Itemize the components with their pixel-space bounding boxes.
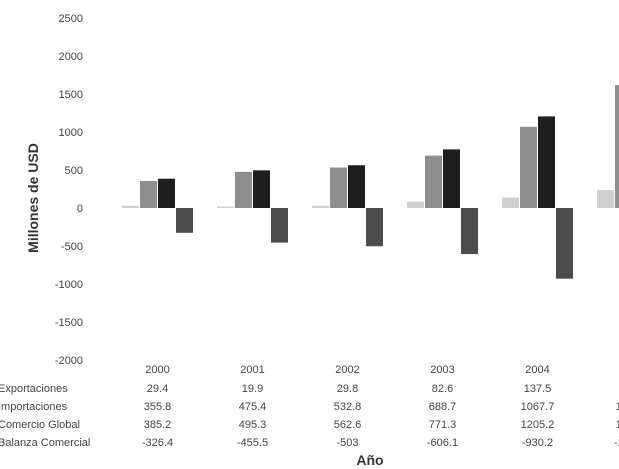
table-row-label: Balanza Comercial <box>0 437 90 449</box>
bar-comercio-global-2004 <box>538 116 555 208</box>
bar-comercio-global-2000 <box>158 178 175 208</box>
y-tick-label: 1500 <box>59 89 83 101</box>
y-tick-label: -1000 <box>55 279 83 291</box>
table-cell: -326.4 <box>142 437 173 449</box>
table-cell: -1380.1 <box>614 437 619 449</box>
x-tick-label: 2001 <box>240 364 264 376</box>
y-tick-label: 2500 <box>59 13 83 25</box>
table-cell: 137.5 <box>524 383 552 395</box>
table-cell: 562.6 <box>334 419 362 431</box>
y-tick-label: 500 <box>65 165 83 177</box>
bar-exportaciones-2004 <box>502 197 519 208</box>
table-cell: 1205.2 <box>521 419 555 431</box>
bar-exportaciones-2003 <box>407 201 424 208</box>
bar-comercio-global-2002 <box>348 165 365 208</box>
y-tick-label: -500 <box>61 241 83 253</box>
data-table: Exportaciones29.419.929.882.6137.5236.7I… <box>0 383 619 449</box>
table-row-label: Comercio Global <box>0 419 80 431</box>
bar-exportaciones-2000 <box>122 205 139 208</box>
x-axis-categories: 200020012002200320042005 <box>145 364 549 376</box>
bar-importaciones-2001 <box>235 171 252 208</box>
y-tick-label: 1000 <box>59 127 83 139</box>
x-tick-label: 2004 <box>525 364 549 376</box>
bar-importaciones-2002 <box>330 167 347 208</box>
bars <box>122 85 619 279</box>
table-cell: 29.8 <box>337 383 358 395</box>
table-cell: 532.8 <box>334 401 362 413</box>
table-cell: -930.2 <box>522 437 553 449</box>
table-cell: -606.1 <box>427 437 458 449</box>
bar-balanza-comercial-2002 <box>366 208 383 247</box>
x-tick-label: 2002 <box>335 364 359 376</box>
bar-exportaciones-2005 <box>597 190 614 208</box>
bar-importaciones-2003 <box>425 155 442 208</box>
bar-exportaciones-2002 <box>312 205 329 208</box>
y-axis-ticks: 2500 2000 1500 1000 500 0 -500 -1000 -1500 -2000 <box>55 13 83 367</box>
x-tick-label: 2003 <box>430 364 454 376</box>
bar-exportaciones-2001 <box>217 206 234 208</box>
y-tick-label: 0 <box>77 203 83 215</box>
bar-comercio-global-2003 <box>443 149 460 208</box>
table-cell: 19.9 <box>242 383 263 395</box>
table-cell: 688.7 <box>429 401 457 413</box>
table-cell: 385.2 <box>144 419 172 431</box>
table-cell: -503 <box>336 437 358 449</box>
bar-importaciones-2004 <box>520 126 537 208</box>
table-row-label: Importaciones <box>0 401 68 413</box>
bar-importaciones-2005 <box>615 85 619 208</box>
table-cell: 82.6 <box>432 383 453 395</box>
x-tick-label: 2000 <box>145 364 169 376</box>
table-cell: 475.4 <box>239 401 267 413</box>
y-tick-label: 2000 <box>59 51 83 63</box>
y-tick-label: -2000 <box>55 355 83 367</box>
table-cell: -455.5 <box>237 437 268 449</box>
bar-comercio-global-2001 <box>253 170 270 208</box>
table-cell: 1067.7 <box>521 401 555 413</box>
y-axis-title: Millones de USD <box>25 143 41 253</box>
x-axis-title: Año <box>356 452 383 468</box>
table-cell: 29.4 <box>147 383 168 395</box>
table-cell: 355.8 <box>144 401 172 413</box>
table-cell: 771.3 <box>429 419 457 431</box>
bar-balanza-comercial-2001 <box>271 208 288 243</box>
bar-balanza-comercial-2000 <box>176 208 193 233</box>
table-cell: 1853.5 <box>616 419 619 431</box>
bar-balanza-comercial-2004 <box>556 208 573 279</box>
y-tick-label: -1500 <box>55 317 83 329</box>
bar-balanza-comercial-2003 <box>461 208 478 255</box>
bar-importaciones-2000 <box>140 180 157 208</box>
table-row-label: Exportaciones <box>0 383 68 395</box>
table-cell: 1616.8 <box>616 401 619 413</box>
table-cell: 495.3 <box>239 419 267 431</box>
